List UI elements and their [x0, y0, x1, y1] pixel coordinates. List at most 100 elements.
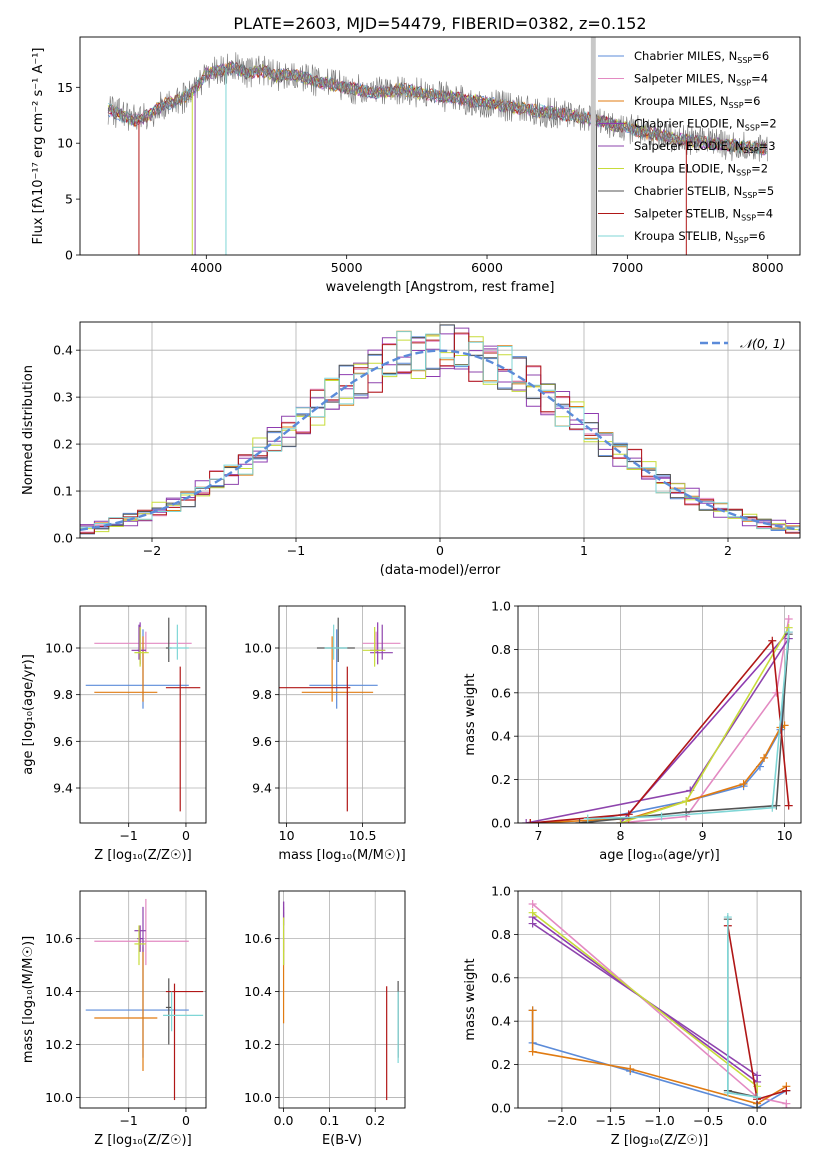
y-tick-label: 0.2	[491, 1057, 511, 1072]
y-tick-label: 1.0	[491, 599, 511, 614]
legend-entry: Chabrier ELODIE, NSSP=2	[634, 117, 777, 133]
x-axis-label: E(B-V)	[322, 1133, 362, 1148]
x-tick-label: 10	[777, 828, 793, 843]
x-tick-label: 0	[182, 828, 190, 843]
x-tick-label: −2	[143, 543, 161, 558]
y-tick-label: 10.2	[244, 1037, 272, 1052]
mass-weight-line	[579, 638, 790, 823]
mass-weight-marker	[682, 797, 691, 806]
panel-age-vs-Z: −1 0 9.4 9.6 9.8 10.0 Z [log₁₀(Z/Z☉)] age [log₁…	[21, 605, 207, 863]
x-tick-label: −1.0	[644, 1113, 674, 1128]
x-tick-label: 0.1	[319, 1113, 339, 1128]
mass-weight-marker	[528, 919, 537, 928]
y-tick-label: 9.6	[53, 734, 73, 749]
y-tick-label: 0.8	[491, 927, 511, 942]
mass-weight-marker	[784, 628, 793, 637]
x-tick-label: −1	[119, 828, 137, 843]
y-tick-label: 0.4	[491, 729, 511, 744]
x-tick-label: −0.5	[693, 1113, 723, 1128]
mass-weight-marker	[522, 819, 531, 823]
y-tick-label: 10.0	[45, 1090, 73, 1105]
mass-weight-marker	[753, 1071, 762, 1080]
x-axis-label: Z [log₁₀(Z/Z☉)]	[94, 848, 191, 863]
figure-title: PLATE=2603, MJD=54479, FIBERID=0382, z=0…	[233, 14, 646, 33]
axes-frame	[278, 890, 406, 1109]
x-tick-label: 0.0	[274, 1113, 294, 1128]
axes-frame	[79, 36, 801, 256]
plot-area	[282, 901, 399, 1101]
y-tick-label: 10.4	[45, 984, 73, 999]
mass-weight-marker	[583, 814, 592, 823]
x-tick-label: 2	[724, 543, 732, 558]
legend-entry: Salpeter MILES, NSSP=4	[634, 72, 768, 88]
mass-weight-marker	[528, 1047, 537, 1056]
panel-massweight-vs-age: 7 8 9 10 0.0 0.2 0.4 0.6 0.8 1.0 age [log₁₀(age/yr…	[463, 599, 802, 863]
y-tick-label: 9.8	[53, 687, 73, 702]
mass-weight-marker	[784, 801, 793, 810]
y-tick-label: 10.6	[244, 931, 272, 946]
legend-entry: Kroupa MILES, NSSP=6	[634, 94, 760, 110]
y-tick-label: 10.0	[45, 641, 73, 656]
x-tick-label: 1	[580, 543, 588, 558]
x-axis-label: age [log₁₀(age/yr)]	[599, 848, 720, 863]
y-tick-label: 1.0	[491, 884, 511, 899]
plot-area	[528, 900, 791, 1108]
mass-weight-marker	[739, 779, 748, 788]
axes-frame	[517, 890, 802, 1109]
x-axis-label: (data-model)/error	[380, 563, 501, 578]
y-tick-label: 0.0	[491, 1101, 511, 1116]
x-axis-label: wavelength [Angstrom, rest frame]	[326, 280, 555, 295]
y-tick-label: 0.3	[53, 390, 73, 405]
y-tick-label: 0.6	[491, 685, 511, 700]
y-tick-label: 15	[57, 80, 73, 95]
y-axis-label: mass weight	[463, 958, 478, 1040]
x-tick-label: −2.0	[547, 1113, 577, 1128]
mass-weight-marker	[768, 803, 777, 812]
legend-entry: Kroupa ELODIE, NSSP=2	[634, 162, 768, 178]
x-tick-label: 5000	[331, 260, 363, 275]
axes-frame	[79, 605, 207, 824]
y-tick-label: 0.0	[53, 531, 73, 546]
x-tick-label: 8	[617, 828, 625, 843]
x-tick-label: −1.5	[596, 1113, 626, 1128]
y-tick-label: 0.8	[491, 642, 511, 657]
panel-mass-vs-EBV: 0.0 0.1 0.2 10.0 10.2 10.4 10.6 E(B-V)	[244, 890, 406, 1148]
x-axis-label: Z [log₁₀(Z/Z☉)]	[611, 1133, 708, 1148]
mass-weight-marker	[723, 1088, 732, 1097]
x-tick-label: 7000	[611, 260, 643, 275]
mass-weight-marker	[528, 908, 537, 917]
plot-area	[107, 37, 768, 255]
legend: Chabrier MILES, NSSP=6 Salpeter MILES, NS…	[598, 49, 777, 245]
axes-frame	[79, 890, 207, 1109]
spectrum-line	[107, 61, 767, 155]
x-axis-label: Z [log₁₀(Z/Z☉)]	[94, 1133, 191, 1148]
x-tick-label: 0.2	[365, 1113, 385, 1128]
y-tick-label: 0.4	[53, 343, 73, 358]
mass-weight-line	[532, 922, 758, 1108]
mass-weight-marker	[753, 1093, 762, 1102]
mass-weight-marker	[575, 819, 584, 823]
mass-weight-marker	[528, 1006, 537, 1015]
y-tick-label: 9.4	[252, 781, 272, 796]
normal-curve	[80, 349, 800, 531]
x-tick-label: 0	[182, 1113, 190, 1128]
mass-weight-marker	[768, 636, 777, 645]
axes-frame	[79, 321, 801, 539]
y-tick-label: 9.8	[252, 687, 272, 702]
x-tick-label: 10.5	[349, 828, 377, 843]
panel-massweight-vs-Z: −2.0 −1.5 −1.0 −0.5 0.0 0.0 0.2 0.4 0.6 0.8 1.0 Z […	[463, 884, 802, 1148]
legend-entry: 𝒩(0, 1)	[740, 336, 786, 351]
y-tick-label: 0.2	[53, 437, 73, 452]
mass-weight-marker	[784, 615, 793, 624]
mass-weight-marker	[753, 1104, 762, 1108]
mass-weight-marker	[772, 688, 781, 697]
plot-area	[279, 617, 401, 812]
y-tick-label: 0.6	[491, 970, 511, 985]
legend-entry: Kroupa STELIB, NSSP=6	[634, 229, 765, 245]
mass-weight-marker	[723, 913, 732, 922]
x-tick-label: 10	[279, 828, 295, 843]
mass-weight-marker	[528, 900, 537, 909]
x-tick-label: 8000	[752, 260, 784, 275]
